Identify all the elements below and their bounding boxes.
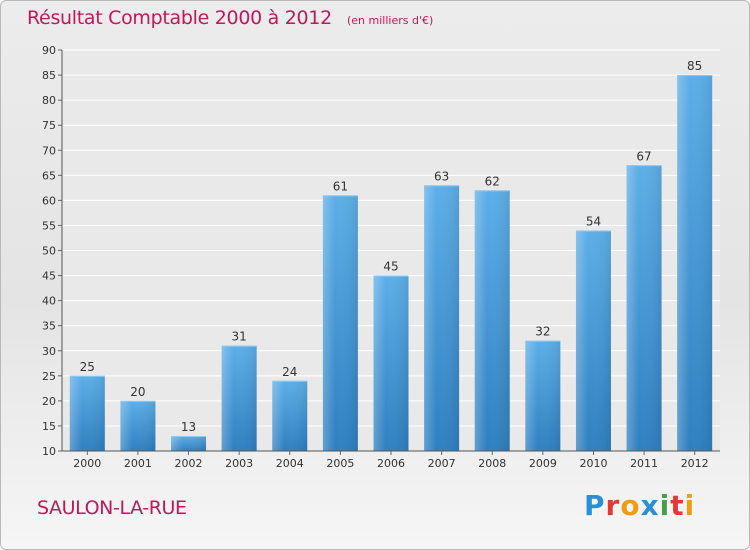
y-tick-label: 35 [42, 320, 56, 333]
y-tick-label: 90 [42, 44, 56, 57]
y-tick-label: 45 [42, 270, 56, 283]
y-tick-label: 60 [42, 194, 56, 207]
bar-shine-2006 [373, 275, 409, 451]
y-tick-label: 70 [42, 144, 56, 157]
bar-shine-2005 [322, 195, 358, 451]
y-tick-label: 40 [42, 295, 56, 308]
data-labels: 25 20 13 31 24 61 45 63 62 32 54 67 85 [80, 59, 703, 434]
data-label-2011: 67 [636, 149, 651, 163]
data-label-2001: 20 [130, 385, 145, 399]
bar-shine-2001 [120, 400, 156, 451]
y-tick-label: 15 [42, 420, 56, 433]
x-tick-label: 2008 [478, 457, 506, 470]
y-tick-label: 65 [42, 169, 56, 182]
logo-letter: P [584, 489, 606, 522]
logo-letter: t [670, 489, 685, 522]
x-tick-label: 2000 [73, 457, 101, 470]
x-tick-label: 2007 [428, 457, 456, 470]
x-tick-label: 2012 [681, 457, 709, 470]
y-tick-label: 80 [42, 94, 56, 107]
data-label-2002: 13 [181, 420, 196, 434]
bar-shine-2002 [171, 435, 207, 451]
data-label-2009: 32 [535, 325, 550, 339]
y-tick-label: 20 [42, 395, 56, 408]
x-tick-label: 2001 [124, 457, 152, 470]
y-tick-label: 25 [42, 370, 56, 383]
logo-letter: i [659, 489, 671, 522]
title-unit: (en milliers d'€) [346, 14, 434, 27]
title-main: Résultat Comptable 2000 à 2012 [27, 7, 332, 29]
bar-shine-2000 [69, 375, 105, 451]
bar-shine-2008 [474, 190, 510, 451]
bar-shine-2012 [677, 75, 713, 451]
logo-letter: r [605, 489, 621, 522]
bar-shine-2004 [272, 380, 308, 451]
y-tick-label: 50 [42, 245, 56, 258]
x-tick-label: 2003 [225, 457, 253, 470]
x-tick-label: 2002 [175, 457, 203, 470]
data-label-2008: 62 [485, 174, 500, 188]
data-label-2010: 54 [586, 214, 601, 228]
chart-title: Résultat Comptable 2000 à 2012 (en milli… [27, 7, 433, 29]
x-tick-label: 2004 [276, 457, 304, 470]
data-label-2007: 63 [434, 169, 449, 183]
data-label-2005: 61 [333, 179, 348, 193]
y-tick-label: 75 [42, 119, 56, 132]
y-tick-label: 10 [42, 445, 56, 458]
data-label-2004: 24 [282, 365, 297, 379]
logo-letter: x [640, 489, 660, 522]
x-tick-label: 2005 [326, 457, 354, 470]
location-name: SAULON-LA-RUE [37, 497, 187, 519]
bar-shine-2003 [221, 345, 257, 451]
data-label-2012: 85 [687, 59, 702, 73]
y-tick-label: 85 [42, 69, 56, 82]
bars [69, 75, 713, 451]
axes: 10 15 20 25 30 35 40 45 50 55 60 65 70 75 80 85 90 2000 20… [42, 44, 720, 470]
data-label-2000: 25 [80, 360, 95, 374]
data-label-2006: 45 [383, 260, 398, 274]
bar-shine-2010 [575, 230, 611, 451]
data-label-2003: 31 [232, 330, 247, 344]
x-tick-label: 2009 [529, 457, 557, 470]
x-tick-label: 2010 [579, 457, 607, 470]
bar-shine-2007 [424, 185, 460, 451]
bar-shine-2011 [626, 165, 662, 451]
x-tick-label: 2006 [377, 457, 405, 470]
logo-letter: i [684, 489, 696, 522]
logo-letter: o [620, 489, 641, 522]
y-tick-label: 30 [42, 345, 56, 358]
proxiti-logo[interactable]: Proxiti [584, 489, 695, 522]
bar-shine-2009 [525, 340, 561, 451]
y-tick-label: 55 [42, 219, 56, 232]
x-tick-label: 2011 [630, 457, 658, 470]
